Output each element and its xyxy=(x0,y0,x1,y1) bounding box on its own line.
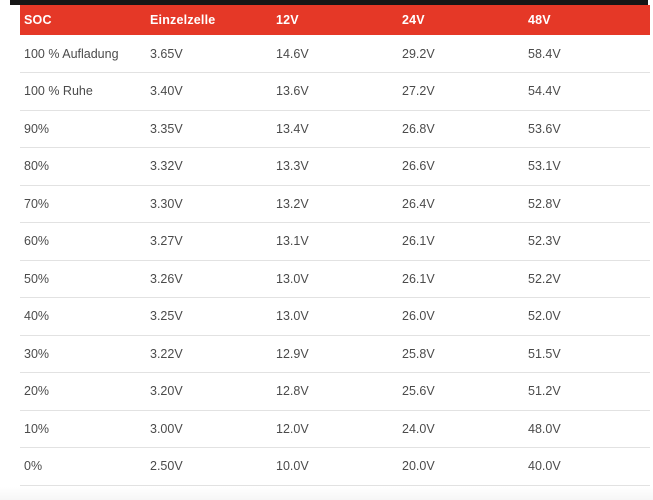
row-label: 70% xyxy=(20,185,146,223)
table-row: 20% 3.20V 12.8V 25.6V 51.2V xyxy=(20,372,650,411)
column-header-12v: 12V xyxy=(272,5,398,35)
row-label: 60% xyxy=(20,222,146,261)
cell-48v: 51.2V xyxy=(524,372,650,411)
cell-24v: 27.2V xyxy=(398,72,524,111)
row-label: 80% xyxy=(20,147,146,186)
cell-48v: 54.4V xyxy=(524,72,650,111)
cell-48v: 51.5V xyxy=(524,335,650,373)
cell-24v: 29.2V xyxy=(398,35,524,73)
row-label: 20% xyxy=(20,372,146,411)
cell-12v: 12.9V xyxy=(272,335,398,373)
table-row: 10% 3.00V 12.0V 24.0V 48.0V xyxy=(20,410,650,448)
cell-einzelzelle: 3.22V xyxy=(146,335,272,373)
cell-24v: 24.0V xyxy=(398,410,524,448)
cell-48v: 52.2V xyxy=(524,260,650,298)
cell-12v: 13.6V xyxy=(272,72,398,111)
table-row: 0% 2.50V 10.0V 20.0V 40.0V xyxy=(20,447,650,486)
cell-einzelzelle: 3.26V xyxy=(146,260,272,298)
cell-einzelzelle: 3.00V xyxy=(146,410,272,448)
cell-48v: 53.1V xyxy=(524,147,650,186)
cell-einzelzelle: 3.30V xyxy=(146,185,272,223)
row-label: 50% xyxy=(20,260,146,298)
cell-einzelzelle: 2.50V xyxy=(146,447,272,486)
table-row: 70% 3.30V 13.2V 26.4V 52.8V xyxy=(20,185,650,223)
cell-12v: 13.4V xyxy=(272,110,398,148)
cell-einzelzelle: 3.35V xyxy=(146,110,272,148)
table-row: 100 % Ruhe 3.40V 13.6V 27.2V 54.4V xyxy=(20,72,650,111)
cell-48v: 52.8V xyxy=(524,185,650,223)
row-label: 10% xyxy=(20,410,146,448)
cell-12v: 14.6V xyxy=(272,35,398,73)
cell-48v: 52.3V xyxy=(524,222,650,261)
table-body: 100 % Aufladung 3.65V 14.6V 29.2V 58.4V … xyxy=(20,35,650,486)
soc-voltage-table-container: SOC Einzelzelle 12V 24V 48V 100 % Auflad… xyxy=(20,5,650,486)
cell-12v: 12.8V xyxy=(272,372,398,411)
cell-einzelzelle: 3.25V xyxy=(146,297,272,336)
soc-voltage-table: SOC Einzelzelle 12V 24V 48V 100 % Auflad… xyxy=(20,5,650,486)
column-header-soc: SOC xyxy=(20,5,146,35)
column-header-einzelzelle: Einzelzelle xyxy=(146,5,272,35)
table-row: 100 % Aufladung 3.65V 14.6V 29.2V 58.4V xyxy=(20,35,650,73)
cell-48v: 40.0V xyxy=(524,447,650,486)
column-header-24v: 24V xyxy=(398,5,524,35)
cell-48v: 58.4V xyxy=(524,35,650,73)
cell-24v: 26.6V xyxy=(398,147,524,186)
cell-12v: 13.0V xyxy=(272,297,398,336)
cell-12v: 10.0V xyxy=(272,447,398,486)
row-label: 0% xyxy=(20,447,146,486)
row-label: 100 % Ruhe xyxy=(20,72,146,111)
cell-24v: 26.4V xyxy=(398,185,524,223)
cell-einzelzelle: 3.40V xyxy=(146,72,272,111)
cell-einzelzelle: 3.65V xyxy=(146,35,272,73)
cell-24v: 20.0V xyxy=(398,447,524,486)
cell-12v: 13.2V xyxy=(272,185,398,223)
cell-48v: 48.0V xyxy=(524,410,650,448)
cell-24v: 26.1V xyxy=(398,260,524,298)
top-dark-bar xyxy=(10,0,648,5)
row-label: 90% xyxy=(20,110,146,148)
table-row: 50% 3.26V 13.0V 26.1V 52.2V xyxy=(20,260,650,298)
cell-24v: 26.8V xyxy=(398,110,524,148)
row-label: 100 % Aufladung xyxy=(20,35,146,73)
header-row: SOC Einzelzelle 12V 24V 48V xyxy=(20,5,650,35)
cell-24v: 25.8V xyxy=(398,335,524,373)
cell-24v: 26.1V xyxy=(398,222,524,261)
page-bottom-fade xyxy=(0,487,653,500)
table-row: 60% 3.27V 13.1V 26.1V 52.3V xyxy=(20,222,650,261)
cell-einzelzelle: 3.27V xyxy=(146,222,272,261)
cell-12v: 13.0V xyxy=(272,260,398,298)
cell-einzelzelle: 3.32V xyxy=(146,147,272,186)
cell-12v: 13.1V xyxy=(272,222,398,261)
row-label: 40% xyxy=(20,297,146,336)
cell-48v: 52.0V xyxy=(524,297,650,336)
table-row: 80% 3.32V 13.3V 26.6V 53.1V xyxy=(20,147,650,186)
cell-48v: 53.6V xyxy=(524,110,650,148)
table-row: 90% 3.35V 13.4V 26.8V 53.6V xyxy=(20,110,650,148)
table-row: 40% 3.25V 13.0V 26.0V 52.0V xyxy=(20,297,650,336)
cell-12v: 13.3V xyxy=(272,147,398,186)
cell-einzelzelle: 3.20V xyxy=(146,372,272,411)
column-header-48v: 48V xyxy=(524,5,650,35)
cell-24v: 25.6V xyxy=(398,372,524,411)
cell-12v: 12.0V xyxy=(272,410,398,448)
table-row: 30% 3.22V 12.9V 25.8V 51.5V xyxy=(20,335,650,373)
table-header: SOC Einzelzelle 12V 24V 48V xyxy=(20,5,650,35)
cell-24v: 26.0V xyxy=(398,297,524,336)
row-label: 30% xyxy=(20,335,146,373)
